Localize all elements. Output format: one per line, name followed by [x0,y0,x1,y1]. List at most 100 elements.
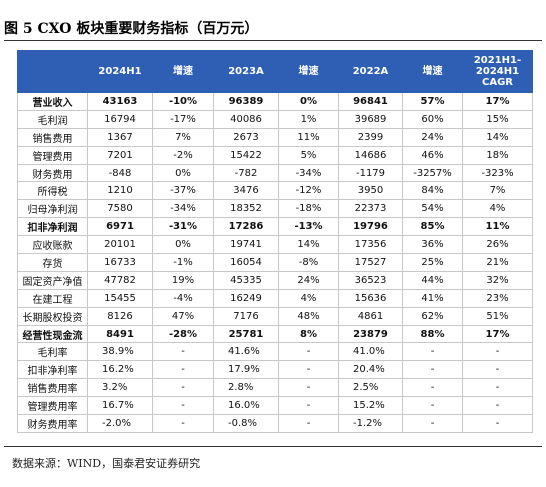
cell: - [152,414,214,433]
cell: 7201 [87,145,153,165]
cell: 7580 [87,199,153,219]
cell: 36% [402,235,463,255]
cell: -34% [278,163,339,183]
cell: 7% [152,127,214,147]
cell: 2673 [213,127,279,147]
cell: 17.9% [213,360,279,380]
cell: 16054 [213,253,279,272]
cell: -2% [152,145,214,165]
header-cell: 2022A [338,50,403,93]
cell: -8% [278,253,339,272]
cell: - [278,378,339,398]
cell: 8491 [87,324,153,344]
table-row: 销售费用率 3.2% -2.8% -2.5% - - [17,378,533,398]
table-row: 财务费用 -848 0% -782 -34% -1179 -3257% -323% [17,163,533,183]
header-row: 2024H1 增速 2023A 增速 2022A 增速 2021H1- 2024H1 CAGR [17,50,533,93]
row-label: 财务费用率 [17,414,88,433]
cell: 57% [402,92,463,111]
cell: 16794 [87,109,153,129]
row-label: 扣非净利润 [17,217,88,237]
cell: 25781 [213,324,279,344]
table-row: 毛利率 38.9% -41.6% -41.0% - - [17,342,533,362]
table-row: 在建工程 15455 -4% 16249 4% 15636 41% 23% [17,288,533,308]
table-row: 存货 16733 -1% 16054 -8% 17527 25% 21% [17,253,533,272]
cell: - [402,342,463,362]
table-row: 所得税 1210 -37% 3476 -12% 3950 84% 7% [17,181,533,201]
cell: 47% [152,306,214,326]
cell: - [462,396,533,416]
cell: - [152,396,214,416]
cell: 14686 [338,145,403,165]
header-line: 2021H1- [473,55,522,66]
cell: 18352 [213,199,279,219]
cell: 7% [462,181,533,201]
figure-title: 图 5 CXO 板块重要财务指标（百万元） [4,21,259,37]
cell: 54% [402,199,463,219]
header-cell [17,50,88,93]
cell: 0% [152,235,214,255]
row-label: 毛利润 [17,109,88,129]
cell: 20.4% [338,360,403,380]
cell: 3.2% [87,378,153,398]
cell: 4% [462,199,533,219]
cell: 14% [462,127,533,147]
cell: 11% [278,127,339,147]
cell: - [402,360,463,380]
table-row: 固定资产净值 47782 19% 45335 24% 36523 44% 32% [17,270,533,290]
cell: -10% [152,92,214,111]
cell: -18% [278,199,339,219]
row-label: 财务费用 [17,163,88,183]
row-label: 长期股权投资 [17,306,88,326]
row-label: 销售费用率 [17,378,88,398]
cell: 2.5% [338,378,403,398]
cell: -12% [278,181,339,201]
table-row: 应收账款 20101 0% 19741 14% 17356 36% 26% [17,235,533,255]
table-row: 管理费用 7201 -2% 15422 5% 14686 46% 18% [17,145,533,165]
cell: 3476 [213,181,279,201]
cell: 17% [462,324,533,344]
cell: 17% [462,92,533,111]
cell: -323% [462,163,533,183]
cell: -3257% [402,163,463,183]
cell: -1% [152,253,214,272]
row-label: 营业收入 [17,92,88,111]
cell: 41.0% [338,342,403,362]
cell: 19796 [338,217,403,237]
cell: 18% [462,145,533,165]
cell: -4% [152,288,214,308]
cell: 44% [402,270,463,290]
header-line: CAGR [482,77,513,88]
cell: - [462,414,533,433]
row-label: 管理费用率 [17,396,88,416]
cell: 15.2% [338,396,403,416]
cell: 15% [462,109,533,129]
cell: 15636 [338,288,403,308]
cell: - [152,360,214,380]
cell: - [278,360,339,380]
row-label: 在建工程 [17,288,88,308]
cell: 24% [278,270,339,290]
cell: 51% [462,306,533,326]
cell: - [462,378,533,398]
cell: 38.9% [87,342,153,362]
header-cell: 2024H1 [87,50,153,93]
cell: 16.2% [87,360,153,380]
cell: -37% [152,181,214,201]
cell: -17% [152,109,214,129]
header-cell: 2021H1- 2024H1 CAGR [462,50,533,93]
cell: 1367 [87,127,153,147]
table-body: 营业收入 43163 -10% 96389 0% 96841 57% 17% 毛利润 16794-… [17,92,533,433]
cell: - [462,360,533,380]
header-line: 2024H1 [475,66,520,77]
cell: -0.8% [213,414,279,433]
cell: 39689 [338,109,403,129]
cell: 1210 [87,181,153,201]
cell: -2.0% [87,414,153,433]
cell: 14% [278,235,339,255]
cell: - [152,342,214,362]
table-row: 扣非净利率 16.2% -17.9% -20.4% - - [17,360,533,380]
row-label: 管理费用 [17,145,88,165]
cell: 17286 [213,217,279,237]
cell: 43163 [87,92,153,111]
cell: 85% [402,217,463,237]
